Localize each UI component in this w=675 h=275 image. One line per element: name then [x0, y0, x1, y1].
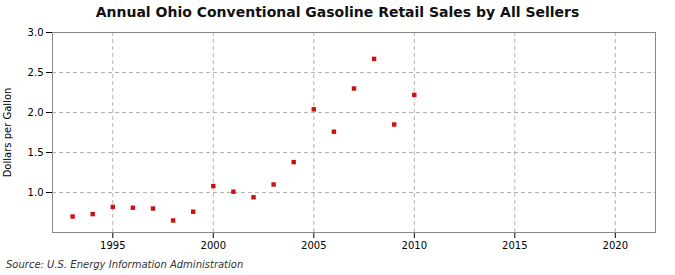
html-text:Annual Ohio Conventional Gasol: Annual Ohio Conventional Gasoline Retail… [95, 4, 580, 20]
svg-text:2000: 2000 [201, 240, 226, 251]
html-text:Source: U.S. Energy Informatio: Source: U.S. Energy Information Administ… [6, 259, 244, 270]
svg-text:2.0: 2.0 [28, 107, 44, 118]
svg-text:1.5: 1.5 [28, 147, 44, 158]
svg-text:2020: 2020 [603, 240, 628, 251]
svg-text:1995: 1995 [100, 240, 125, 251]
svg-text:2.5: 2.5 [28, 67, 44, 78]
svg-text:1.0: 1.0 [28, 187, 44, 198]
svg-text:2010: 2010 [402, 240, 427, 251]
svg-text:Dollars per Gallon: Dollars per Gallon [2, 88, 13, 178]
svg-text:3.0: 3.0 [28, 27, 44, 38]
svg-text:2005: 2005 [301, 240, 326, 251]
svg-text:2015: 2015 [502, 240, 527, 251]
